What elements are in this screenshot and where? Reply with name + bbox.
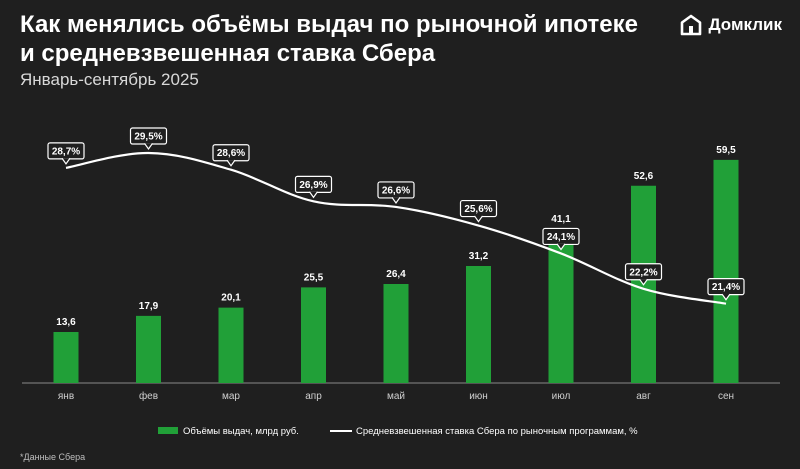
rate-label-pointer bbox=[474, 215, 483, 223]
rate-label-pointer bbox=[556, 243, 566, 251]
rate-value-label: 22,2% bbox=[629, 267, 657, 278]
rate-label-pointer bbox=[391, 196, 401, 204]
x-tick-label: янв bbox=[58, 391, 74, 402]
rate-value-label: 25,6% bbox=[464, 204, 492, 215]
x-tick-label: июл bbox=[552, 391, 571, 402]
x-tick-label: июн bbox=[469, 391, 488, 402]
rate-line bbox=[65, 151, 727, 305]
bar-value-label: 52,6 bbox=[634, 171, 654, 182]
bar-сен bbox=[713, 159, 739, 383]
bar-фев bbox=[136, 315, 161, 383]
chart-subtitle: Январь-сентябрь 2025 bbox=[20, 70, 199, 89]
house-logo-icon bbox=[681, 14, 702, 36]
bar-value-label: 31,2 bbox=[469, 251, 489, 262]
footnote: *Данные Сбера bbox=[20, 452, 86, 462]
rate-label-pointer bbox=[309, 191, 318, 199]
rate-label-pointer bbox=[61, 157, 71, 165]
rate-value-label: 28,6% bbox=[217, 148, 245, 159]
bar-value-label: 13,6 bbox=[56, 317, 76, 328]
rate-value-label: 24,1% bbox=[547, 232, 575, 243]
rate-label-pointer bbox=[721, 293, 731, 301]
rate-label-pointer bbox=[144, 143, 153, 151]
x-tick-label: мар bbox=[222, 391, 240, 402]
bar-июл bbox=[548, 228, 574, 383]
rate-value-label: 28,7% bbox=[52, 146, 80, 157]
x-tick-label: апр bbox=[305, 391, 322, 402]
bar-апр bbox=[301, 287, 326, 383]
bar-июн bbox=[466, 266, 491, 383]
bar-янв bbox=[53, 332, 79, 383]
logo-text: Домклик bbox=[708, 15, 782, 34]
rate-value-label: 29,5% bbox=[134, 132, 162, 143]
x-tick-label: фев bbox=[139, 390, 158, 402]
bar-май bbox=[383, 284, 409, 383]
bar-value-label: 59,5 bbox=[716, 145, 736, 156]
domclick-logo: Домклик bbox=[680, 14, 782, 36]
bar-value-label: 26,4 bbox=[386, 269, 406, 280]
x-tick-label: май bbox=[387, 391, 405, 402]
bar-value-label: 20,1 bbox=[221, 293, 241, 304]
bar-value-label: 17,9 bbox=[139, 301, 159, 312]
x-tick-label: авг bbox=[636, 391, 651, 402]
rate-label-pointer bbox=[639, 278, 648, 286]
bar-value-label: 25,5 bbox=[304, 272, 324, 283]
legend-line-label: Средневзвешенная ставка Сбера по рыночны… bbox=[356, 426, 638, 437]
legend-bar-swatch bbox=[158, 427, 178, 434]
rate-label-pointer bbox=[226, 159, 236, 167]
rate-value-label: 21,4% bbox=[712, 282, 740, 293]
rate-value-label: 26,9% bbox=[299, 180, 327, 191]
bar-мар bbox=[218, 307, 244, 383]
x-tick-label: сен bbox=[718, 391, 734, 402]
chart-title: Как менялись объёмы выдач по рыночной ип… bbox=[20, 11, 638, 67]
rate-value-label: 26,6% bbox=[382, 185, 410, 196]
bar-value-label: 41,1 bbox=[551, 214, 571, 225]
legend-bar-label: Объёмы выдач, млрд руб. bbox=[183, 426, 299, 437]
